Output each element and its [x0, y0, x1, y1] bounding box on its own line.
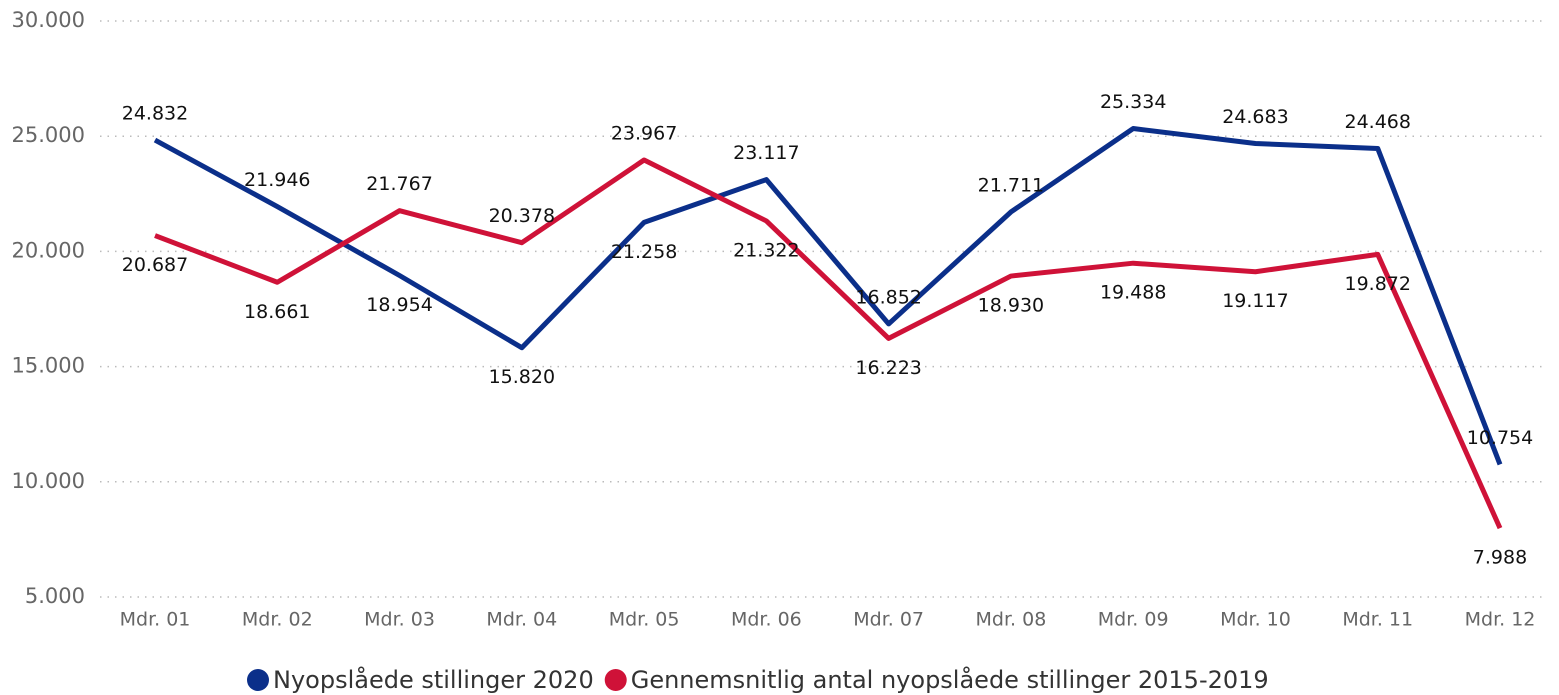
y-tick-label: 20.000	[12, 238, 85, 262]
x-tick-label: Mdr. 06	[731, 609, 802, 631]
x-tick-label: Mdr. 04	[486, 609, 557, 631]
data-label: 24.468	[1344, 111, 1410, 133]
legend-label: Nyopslåede stillinger 2020	[273, 665, 594, 694]
x-tick-label: Mdr. 07	[853, 609, 924, 631]
data-label: 19.872	[1344, 273, 1410, 295]
legend-label: Gennemsnitlig antal nyopslåede stillinge…	[631, 665, 1269, 694]
data-label: 10.754	[1467, 427, 1533, 449]
x-tick-label: Mdr. 03	[364, 609, 435, 631]
x-tick-label: Mdr. 09	[1098, 609, 1169, 631]
series-line	[153, 126, 1503, 466]
y-tick-label: 15.000	[12, 354, 85, 378]
x-tick-label: Mdr. 01	[120, 609, 191, 631]
y-tick-label: 10.000	[12, 469, 85, 493]
series-line	[154, 157, 1503, 530]
legend-marker	[247, 669, 269, 691]
data-label: 21.711	[978, 174, 1044, 196]
data-label: 19.488	[1100, 282, 1166, 304]
data-label: 25.334	[1100, 91, 1166, 113]
x-tick-label: Mdr. 10	[1220, 609, 1291, 631]
y-tick-label: 5.000	[25, 584, 85, 608]
data-label: 24.832	[122, 103, 188, 125]
data-label: 21.322	[733, 239, 799, 261]
data-label: 19.117	[1222, 290, 1288, 312]
data-label: 7.988	[1473, 547, 1527, 569]
data-label: 20.687	[122, 254, 188, 276]
data-label: 18.930	[978, 295, 1044, 317]
data-label: 20.378	[489, 205, 555, 227]
data-label: 15.820	[489, 366, 555, 388]
data-label: 16.223	[855, 357, 921, 379]
legend-marker	[604, 669, 627, 691]
data-label: 21.946	[244, 169, 310, 191]
data-label: 23.117	[733, 142, 799, 164]
x-tick-label: Mdr. 12	[1465, 609, 1536, 631]
data-label: 23.967	[611, 123, 677, 145]
data-label: 18.954	[366, 294, 432, 316]
data-label: 18.661	[244, 301, 310, 323]
y-tick-label: 30.000	[12, 8, 85, 32]
x-tick-label: Mdr. 02	[242, 609, 313, 631]
x-tick-label: Mdr. 11	[1342, 609, 1413, 631]
data-label: 24.683	[1222, 106, 1288, 128]
data-label: 21.258	[611, 241, 677, 263]
data-label: 16.852	[855, 286, 921, 308]
y-tick-label: 25.000	[12, 123, 85, 147]
x-tick-label: Mdr. 05	[609, 609, 680, 631]
data-label: 21.767	[366, 173, 432, 195]
x-tick-label: Mdr. 08	[976, 609, 1047, 631]
